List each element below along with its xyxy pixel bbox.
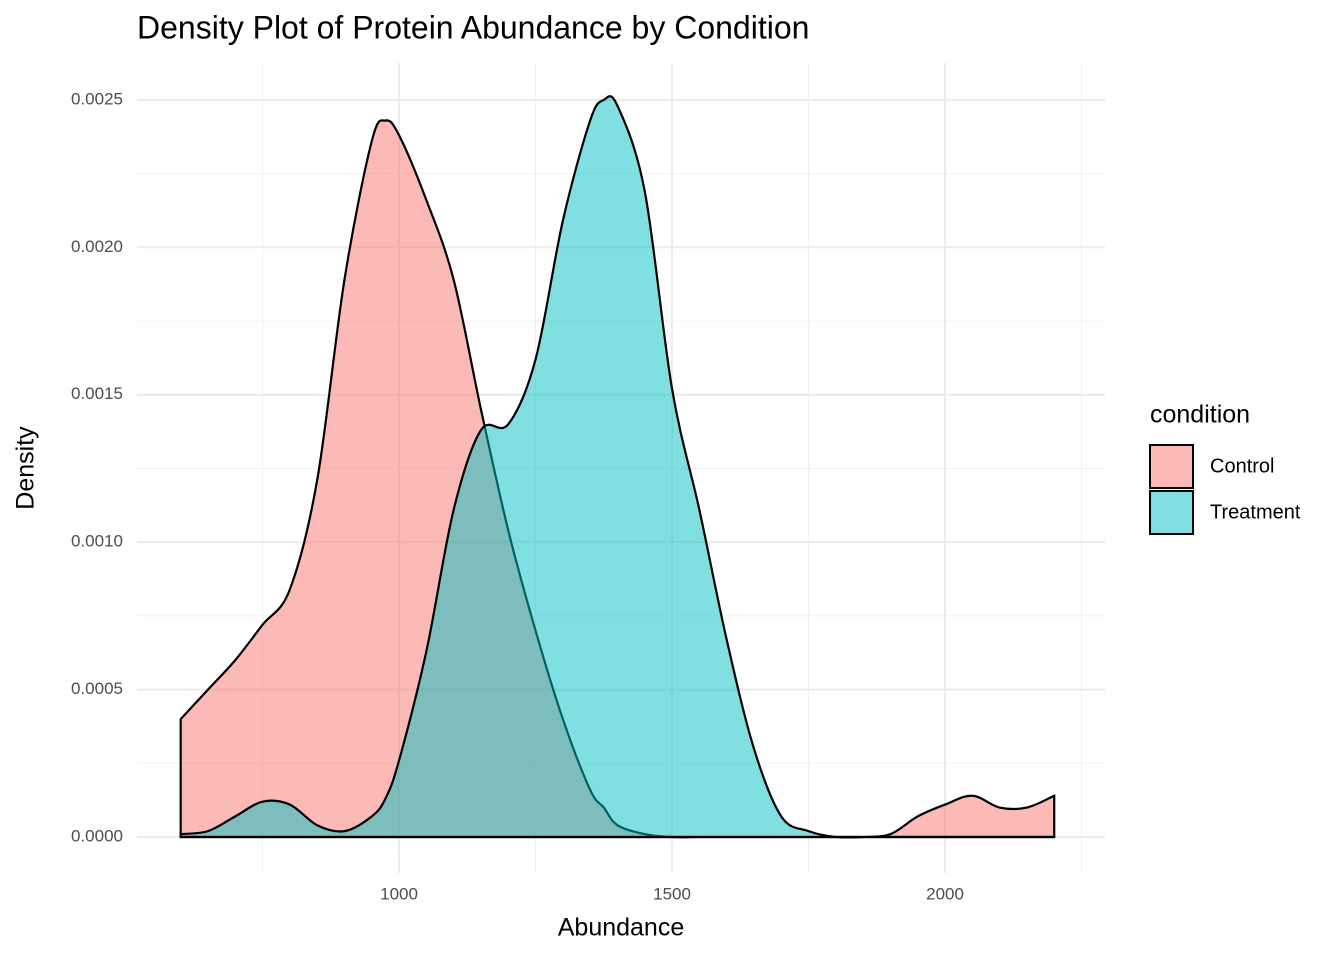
x-tick-label: 2000 bbox=[926, 884, 964, 903]
y-tick-label: 0.0005 bbox=[71, 679, 123, 698]
legend-key bbox=[1149, 490, 1194, 535]
y-axis-label: Density bbox=[12, 426, 40, 510]
y-tick-label: 0.0015 bbox=[71, 384, 123, 403]
y-tick-label: 0.0010 bbox=[71, 532, 123, 551]
y-tick-label: 0.0020 bbox=[71, 237, 123, 256]
x-tick-label: 1000 bbox=[380, 884, 418, 903]
x-tick-label: 1500 bbox=[653, 884, 691, 903]
legend-title: condition bbox=[1150, 401, 1250, 429]
legend-label: Treatment bbox=[1210, 501, 1301, 523]
chart-title: Density Plot of Protein Abundance by Con… bbox=[137, 9, 809, 45]
y-tick-label: 0.0025 bbox=[71, 89, 123, 108]
legend-key bbox=[1149, 444, 1194, 489]
density-area bbox=[179, 95, 1055, 839]
y-tick-label: 0.0000 bbox=[71, 827, 123, 846]
legend-label: Control bbox=[1210, 455, 1274, 477]
x-axis-label: Abundance bbox=[558, 914, 685, 942]
